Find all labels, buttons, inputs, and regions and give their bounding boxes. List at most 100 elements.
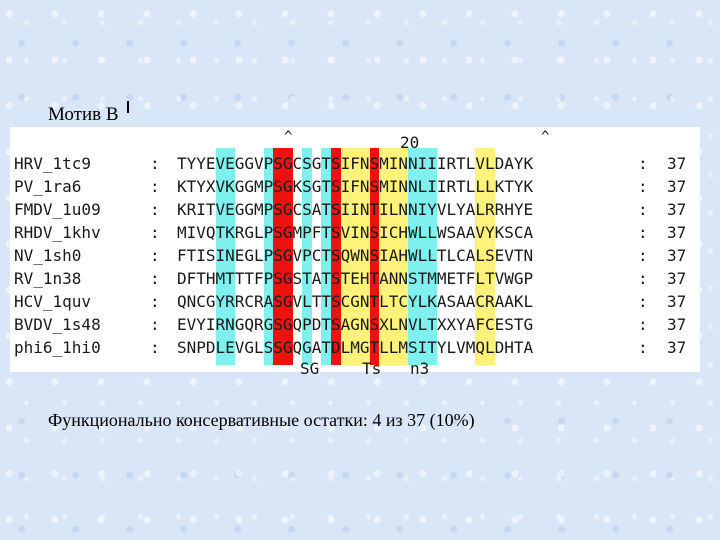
- residue: I: [379, 200, 389, 219]
- residue: A: [436, 292, 447, 311]
- residue: V: [475, 223, 486, 242]
- residue: T: [436, 246, 447, 265]
- residue: M: [215, 269, 226, 288]
- residue: W: [408, 246, 418, 265]
- sequence-residues: QNCGYRRCRASGVLTTSCGNTLTCYLKASAACRAAKL: [177, 292, 533, 311]
- sequence-length: 37: [667, 177, 687, 196]
- residue: Y: [196, 315, 206, 334]
- residue: L: [485, 338, 495, 357]
- residue: M: [292, 223, 303, 242]
- residue: N: [359, 154, 370, 173]
- residue: Q: [244, 315, 255, 334]
- sequence-name: phi6_1hi0: [14, 338, 101, 357]
- residue: E: [177, 315, 187, 334]
- residue: H: [398, 223, 409, 242]
- residue: I: [340, 154, 351, 173]
- residue: L: [465, 154, 476, 173]
- residue: I: [215, 246, 226, 265]
- residue: V: [215, 154, 226, 173]
- separator: :: [150, 246, 160, 265]
- residue: T: [369, 200, 380, 219]
- separator: :: [150, 315, 160, 334]
- residue: W: [436, 223, 447, 242]
- residue: S: [302, 154, 312, 173]
- residue: S: [273, 200, 283, 219]
- residue: G: [234, 200, 245, 219]
- residue: N: [359, 246, 370, 265]
- residue: S: [273, 154, 283, 173]
- residue: C: [513, 223, 524, 242]
- residue: I: [388, 177, 399, 196]
- residue: N: [398, 269, 409, 288]
- residue: L: [417, 177, 428, 196]
- residue: Q: [177, 292, 187, 311]
- residue: G: [244, 154, 255, 173]
- residue: V: [215, 177, 226, 196]
- residue: S: [292, 269, 303, 288]
- residue: S: [408, 269, 418, 288]
- residue: L: [475, 177, 486, 196]
- residue: K: [513, 292, 524, 311]
- residue: T: [215, 223, 226, 242]
- separator: :: [150, 154, 160, 173]
- residue: S: [331, 269, 341, 288]
- sequence-residues: EVYIRNGQRGSGQPDTSAGNSXLNVLTXXYAFCESTG: [177, 315, 533, 334]
- residue: S: [302, 177, 312, 196]
- residue: I: [436, 154, 447, 173]
- residue: C: [388, 223, 399, 242]
- residue: K: [225, 177, 235, 196]
- residue: N: [186, 292, 197, 311]
- residue: F: [177, 246, 187, 265]
- residue: K: [177, 200, 187, 219]
- residue: T: [427, 338, 437, 357]
- residue: N: [225, 315, 235, 334]
- residue: C: [398, 292, 409, 311]
- residue: N: [225, 246, 235, 265]
- residue: S: [273, 315, 283, 334]
- residue: S: [331, 315, 341, 334]
- residue: S: [485, 246, 495, 265]
- residue: C: [475, 292, 486, 311]
- sequence-name: FMDV_1u09: [14, 200, 101, 219]
- sequence-name: NV_1sh0: [14, 246, 82, 265]
- residue: V: [292, 246, 303, 265]
- residue: N: [523, 246, 534, 265]
- residue: G: [263, 315, 274, 334]
- residue: M: [350, 338, 360, 357]
- position-label: 20: [400, 133, 420, 152]
- residue: G: [244, 177, 255, 196]
- alignment-panel: ^ ^ 20 SG Ts n3 HRV_1tc9: TYYEVEGGVPSGCSG…: [10, 127, 700, 378]
- residue: H: [504, 338, 514, 357]
- residue: S: [177, 338, 187, 357]
- residue: A: [494, 292, 505, 311]
- residue: L: [388, 338, 399, 357]
- residue: T: [321, 338, 332, 357]
- residue: Y: [215, 292, 226, 311]
- residue: S: [369, 246, 380, 265]
- residue: F: [186, 269, 197, 288]
- residue: L: [254, 246, 264, 265]
- residue: N: [359, 223, 370, 242]
- residue: E: [494, 246, 505, 265]
- caret-mark-left: ^: [284, 129, 293, 145]
- residue: A: [340, 315, 351, 334]
- residue: S: [273, 223, 283, 242]
- residue: Y: [427, 200, 437, 219]
- sequence-name: HCV_1quv: [14, 292, 92, 311]
- bottom-label-n3: n3: [410, 359, 430, 378]
- sequence-name: BVDV_1s48: [14, 315, 101, 334]
- residue: D: [311, 315, 322, 334]
- separator: :: [638, 246, 648, 265]
- residue: T: [321, 177, 332, 196]
- residue: S: [504, 223, 514, 242]
- residue: T: [302, 269, 312, 288]
- sequence-length: 37: [667, 154, 687, 173]
- residue: V: [254, 154, 264, 173]
- residue: E: [225, 154, 235, 173]
- residue: L: [254, 338, 264, 357]
- residue: G: [234, 154, 245, 173]
- residue: G: [282, 200, 293, 219]
- residue: K: [427, 292, 437, 311]
- residue: I: [205, 315, 216, 334]
- residue: T: [427, 315, 437, 334]
